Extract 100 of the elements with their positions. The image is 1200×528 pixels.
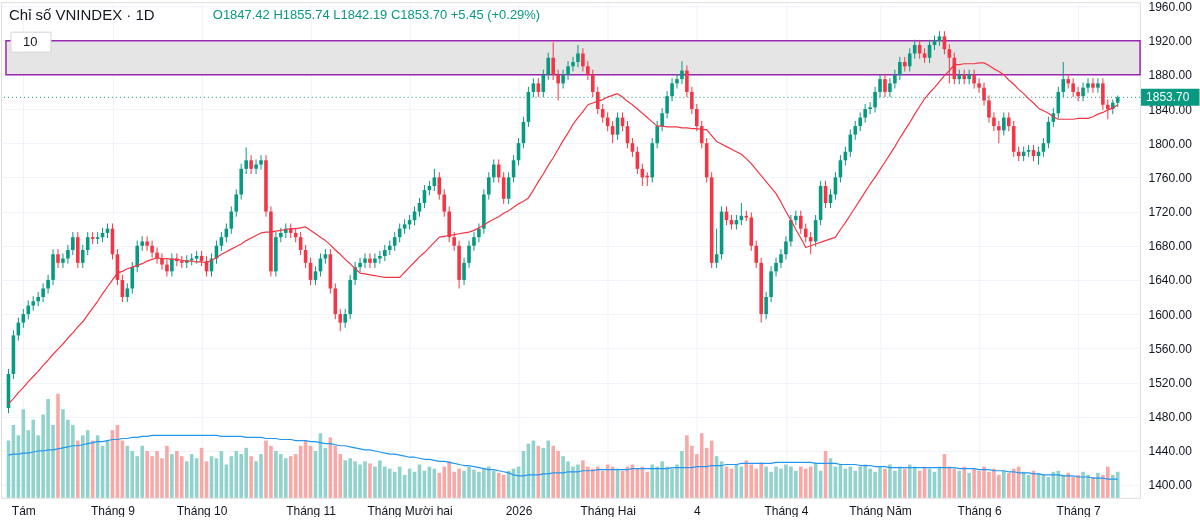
bar xyxy=(1011,468,1016,498)
candlestick xyxy=(853,120,858,141)
annotation: 10 xyxy=(22,34,38,50)
y-tick-label: 1400.00 xyxy=(1148,478,1193,493)
candlestick xyxy=(898,56,902,81)
candlestick xyxy=(1106,99,1110,120)
candlestick xyxy=(150,240,154,259)
bar xyxy=(902,468,907,498)
bar xyxy=(1096,472,1100,498)
y-tick-label: 1680.00 xyxy=(1148,239,1193,254)
y-tick-label: 1560.00 xyxy=(1148,341,1193,356)
bar xyxy=(962,466,967,498)
candlestick xyxy=(754,240,759,269)
y-tick-label: 1600.00 xyxy=(1148,307,1193,322)
candlestick xyxy=(566,60,570,81)
x-tick-label: Tháng 6 xyxy=(957,504,1002,519)
candlestick xyxy=(784,235,788,260)
candlestick xyxy=(595,86,600,115)
candlestick xyxy=(561,69,565,90)
candlestick xyxy=(764,291,768,320)
candlestick xyxy=(487,171,491,201)
candlestick xyxy=(378,250,382,265)
bar xyxy=(1115,471,1120,498)
bar xyxy=(1056,470,1061,498)
y-tick-label: 1960.00 xyxy=(1148,0,1193,14)
candlestick xyxy=(883,73,887,98)
candlestick xyxy=(581,47,585,72)
bar xyxy=(1002,470,1006,498)
candlestick xyxy=(690,86,694,115)
candlestick xyxy=(259,154,263,171)
candlestick xyxy=(987,94,991,124)
candlestick xyxy=(80,244,85,269)
candlestick xyxy=(135,240,140,273)
candlestick xyxy=(442,188,447,218)
x-tick-label: Tháng 9 xyxy=(90,504,136,519)
candlestick xyxy=(600,103,605,124)
candlestick xyxy=(868,101,872,115)
candlestick xyxy=(373,252,377,269)
x-tick-label: Tháng Mười hai xyxy=(367,504,453,519)
candlestick xyxy=(1076,86,1080,102)
candlestick xyxy=(1096,77,1100,94)
candlestick xyxy=(26,299,31,320)
candlestick xyxy=(586,60,590,81)
ref-line-label: 1853.70 xyxy=(1146,90,1190,105)
bar xyxy=(803,468,808,498)
x-tick-label: Tháng 4 xyxy=(764,504,809,519)
candlestick xyxy=(452,231,456,252)
bar xyxy=(170,454,174,498)
candlestick xyxy=(338,308,343,332)
candlestick xyxy=(546,52,551,81)
y-tick-label: 1760.00 xyxy=(1148,170,1193,185)
y-tick-label: 1480.00 xyxy=(1148,410,1193,425)
y-tick-label: 1520.00 xyxy=(1148,375,1193,390)
candlestick xyxy=(61,252,65,269)
bar xyxy=(650,464,655,498)
candlestick xyxy=(1071,77,1075,98)
y-tick-label: 1800.00 xyxy=(1148,136,1193,151)
bar xyxy=(496,472,501,498)
candlestick xyxy=(685,64,689,98)
candlestick xyxy=(234,188,239,218)
x-tick-label: 2026 xyxy=(505,504,533,519)
chart-subtitle: O1847.42 H1855.74 L1842.19 C1853.70 +5.45 (+0.29%) xyxy=(212,7,541,23)
candlestick xyxy=(907,47,912,72)
bar xyxy=(368,463,372,498)
candlestick xyxy=(392,231,397,252)
candlestick xyxy=(472,231,476,252)
candlestick xyxy=(71,231,75,256)
candlestick xyxy=(858,111,863,132)
y-tick-label: 1920.00 xyxy=(1148,34,1193,49)
y-tick-label: 1640.00 xyxy=(1148,273,1193,288)
candlestick xyxy=(591,69,595,98)
candlestick xyxy=(655,120,659,149)
candlestick xyxy=(992,111,996,132)
candlestick xyxy=(145,235,149,252)
candlestick xyxy=(491,158,496,183)
candlestick xyxy=(803,223,808,243)
bar xyxy=(130,450,135,498)
candlestick xyxy=(363,252,367,269)
candlestick xyxy=(170,252,174,277)
candlestick xyxy=(41,282,45,303)
candlestick xyxy=(982,82,986,107)
x-tick-label: Tám xyxy=(11,504,36,519)
candlestick xyxy=(46,274,50,295)
candlestick xyxy=(675,73,679,90)
bar xyxy=(853,470,858,498)
y-tick-label: 1440.00 xyxy=(1148,444,1193,459)
candlestick xyxy=(358,257,362,273)
bar xyxy=(645,471,650,498)
candlestick xyxy=(437,171,442,201)
candlestick xyxy=(477,223,481,243)
candlestick xyxy=(467,240,471,269)
bar xyxy=(967,472,971,498)
candlestick xyxy=(660,107,664,132)
candlestick xyxy=(571,56,575,72)
candlestick xyxy=(1002,111,1006,137)
candlestick xyxy=(556,69,560,101)
candlestick xyxy=(130,261,135,295)
bar xyxy=(749,464,754,498)
candlestick xyxy=(165,258,169,277)
candlestick xyxy=(462,257,466,286)
